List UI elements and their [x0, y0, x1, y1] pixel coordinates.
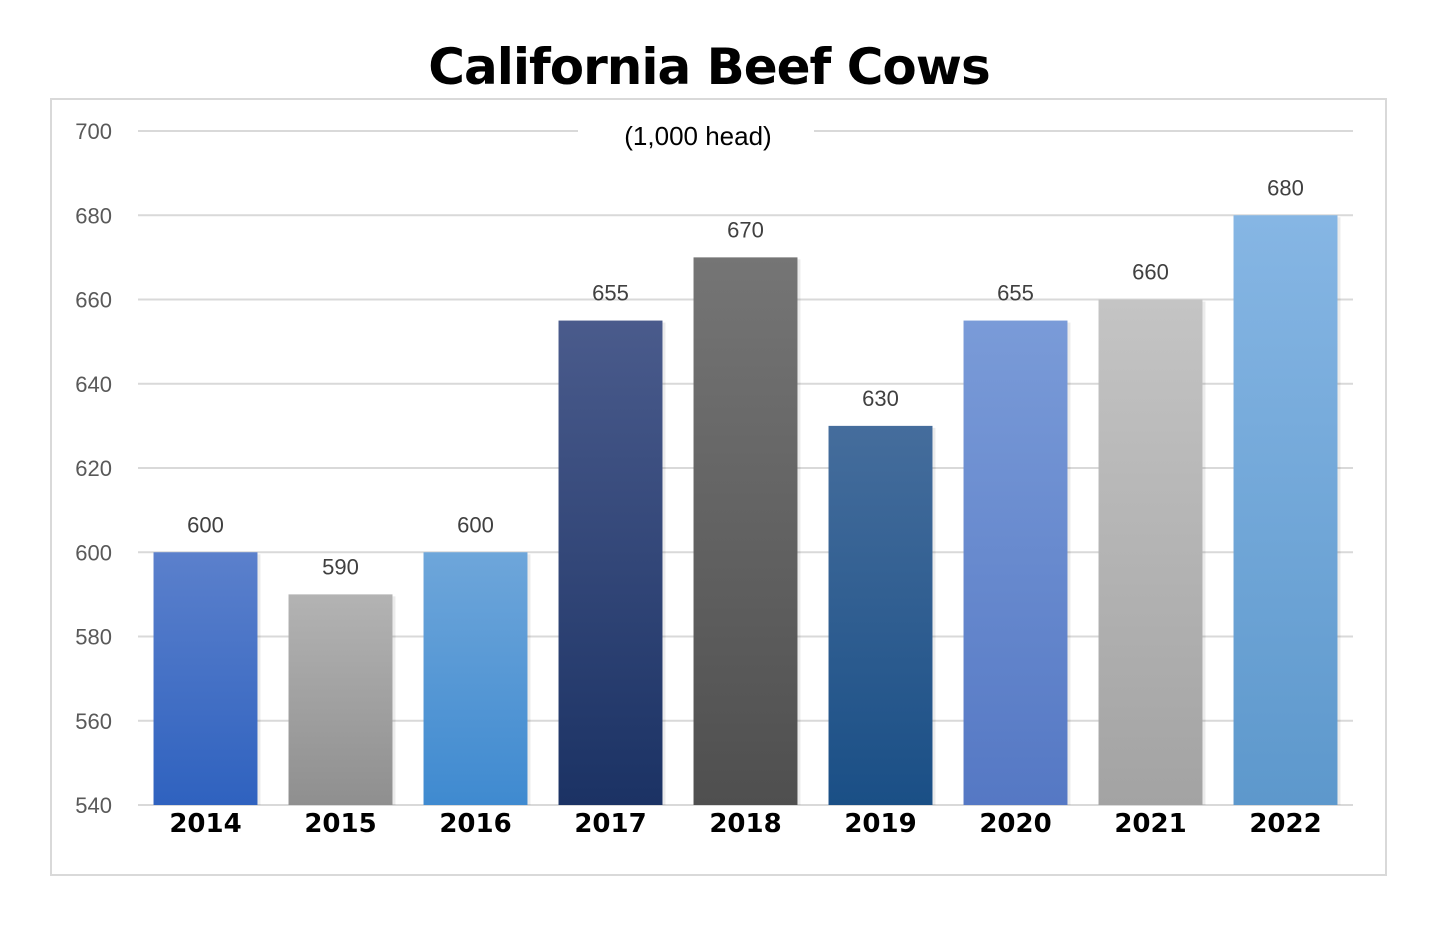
- bars: [153, 215, 1341, 805]
- bar-2021: [1098, 299, 1203, 805]
- data-label-2021: 660: [1132, 260, 1169, 285]
- x-axis-labels: 2014 2015 2016 2017 2018 2019 2020 2021 2022: [169, 809, 1321, 839]
- bar-2019: [828, 425, 933, 805]
- y-tick-label-620: 620: [75, 456, 112, 481]
- data-labels: 600 590 600 655 670 630 655 660 680: [187, 175, 1304, 579]
- bar-2015: [288, 594, 393, 805]
- y-tick-label-660: 660: [75, 288, 112, 313]
- unit-label: (1,000 head): [624, 121, 771, 151]
- data-label-2017: 655: [592, 281, 629, 306]
- data-label-2022: 680: [1267, 175, 1304, 200]
- y-tick-label-600: 600: [75, 540, 112, 565]
- unit-label-background: [578, 112, 814, 156]
- x-tick-label-2014: 2014: [169, 809, 241, 839]
- x-tick-label-2016: 2016: [439, 809, 511, 839]
- x-tick-label-2021: 2021: [1114, 809, 1186, 839]
- x-tick-label-2018: 2018: [709, 809, 781, 839]
- data-label-2015: 590: [322, 554, 359, 579]
- y-tick-label-680: 680: [75, 203, 112, 228]
- bar-2020: [963, 320, 1068, 805]
- data-label-2019: 630: [862, 386, 899, 411]
- bar-2017: [558, 320, 663, 805]
- x-tick-label-2020: 2020: [979, 809, 1051, 839]
- data-label-2018: 670: [727, 217, 764, 242]
- chart-frame: [50, 98, 1387, 876]
- chart-title: California Beef Cows: [428, 38, 990, 96]
- x-tick-label-2015: 2015: [304, 809, 376, 839]
- y-tick-label-560: 560: [75, 709, 112, 734]
- y-tick-label-700: 700: [75, 119, 112, 144]
- data-label-2014: 600: [187, 512, 224, 537]
- y-tick-label-580: 580: [75, 625, 112, 650]
- y-tick-label-540: 540: [75, 793, 112, 818]
- x-tick-label-2019: 2019: [844, 809, 916, 839]
- data-label-2020: 655: [997, 281, 1034, 306]
- y-axis-ticks: 540 560 580 600 620 640 660 680 700: [75, 119, 112, 818]
- bar-2022: [1233, 215, 1338, 805]
- y-tick-label-640: 640: [75, 372, 112, 397]
- x-tick-label-2022: 2022: [1249, 809, 1321, 839]
- x-tick-label-2017: 2017: [574, 809, 646, 839]
- bar-2016: [423, 552, 528, 805]
- bar-2014: [153, 552, 258, 805]
- bar-2018: [693, 257, 798, 805]
- data-label-2016: 600: [457, 512, 494, 537]
